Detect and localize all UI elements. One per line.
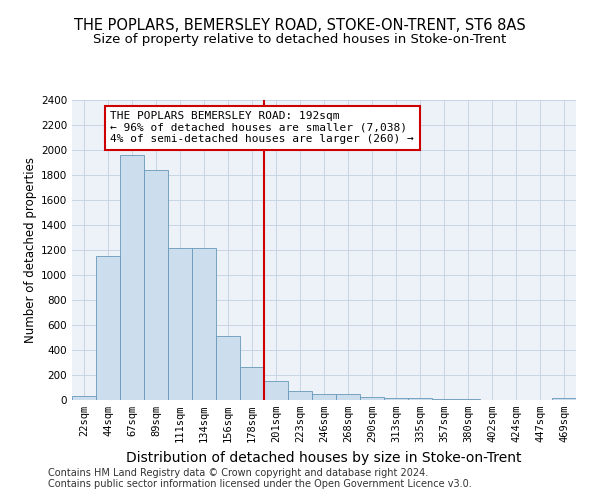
Bar [288, 390, 312, 400]
Bar [240, 367, 264, 400]
Bar [384, 398, 408, 400]
Bar [408, 398, 432, 400]
Bar [264, 381, 288, 400]
Text: Contains HM Land Registry data © Crown copyright and database right 2024.: Contains HM Land Registry data © Crown c… [48, 468, 428, 477]
Text: Size of property relative to detached houses in Stoke-on-Trent: Size of property relative to detached ho… [94, 32, 506, 46]
Bar [432, 399, 456, 400]
Bar [360, 397, 384, 400]
Bar [120, 155, 144, 400]
Bar [96, 256, 120, 400]
Y-axis label: Number of detached properties: Number of detached properties [24, 157, 37, 343]
X-axis label: Distribution of detached houses by size in Stoke-on-Trent: Distribution of detached houses by size … [126, 450, 522, 464]
Bar [192, 248, 216, 400]
Text: Contains public sector information licensed under the Open Government Licence v3: Contains public sector information licen… [48, 479, 472, 489]
Bar [336, 394, 360, 400]
Text: THE POPLARS, BEMERSLEY ROAD, STOKE-ON-TRENT, ST6 8AS: THE POPLARS, BEMERSLEY ROAD, STOKE-ON-TR… [74, 18, 526, 32]
Bar [312, 394, 336, 400]
Bar [552, 398, 576, 400]
Bar [216, 336, 240, 400]
Bar [144, 170, 168, 400]
Bar [168, 248, 192, 400]
Text: THE POPLARS BEMERSLEY ROAD: 192sqm
← 96% of detached houses are smaller (7,038)
: THE POPLARS BEMERSLEY ROAD: 192sqm ← 96%… [110, 112, 414, 144]
Bar [72, 396, 96, 400]
